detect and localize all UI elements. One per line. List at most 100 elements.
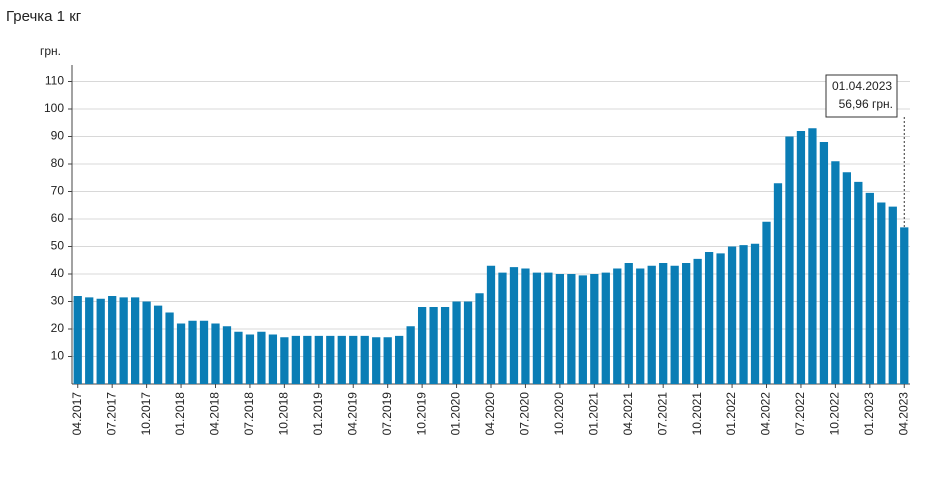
x-tick-label: 07.2019 xyxy=(380,392,394,436)
bar xyxy=(119,297,128,384)
bar xyxy=(188,320,197,384)
bar xyxy=(727,246,737,384)
bar xyxy=(234,331,243,384)
bar xyxy=(555,274,565,384)
bar xyxy=(165,312,174,384)
x-tick-label: 01.2021 xyxy=(586,392,600,436)
bar xyxy=(291,335,300,384)
y-tick-label: 100 xyxy=(44,101,64,115)
bar xyxy=(613,268,622,384)
bar xyxy=(280,337,289,384)
y-tick-label: 80 xyxy=(51,156,65,170)
x-tick-label: 04.2022 xyxy=(759,392,773,436)
x-tick-label: 10.2021 xyxy=(690,392,704,436)
x-tick-label: 07.2021 xyxy=(655,392,669,436)
x-tick-label: 01.2019 xyxy=(311,392,325,436)
y-tick-label: 110 xyxy=(45,74,64,88)
bar xyxy=(475,293,484,384)
x-tick-label: 10.2017 xyxy=(139,392,153,436)
bar xyxy=(682,263,691,384)
bar xyxy=(693,258,702,384)
bar xyxy=(452,301,461,384)
bar xyxy=(888,206,897,384)
bar xyxy=(532,272,542,384)
x-tick-label: 10.2018 xyxy=(277,392,291,436)
bar xyxy=(670,265,679,384)
x-tick-label: 10.2020 xyxy=(552,392,566,436)
bar xyxy=(96,298,105,384)
x-tick-label: 07.2017 xyxy=(104,392,118,436)
y-tick-label: 30 xyxy=(51,294,65,308)
bar xyxy=(521,268,530,384)
bar xyxy=(245,334,255,384)
bar xyxy=(176,323,186,384)
bar xyxy=(199,320,209,384)
bar xyxy=(360,335,369,384)
x-tick-label: 04.2018 xyxy=(208,392,222,436)
bar xyxy=(854,181,863,384)
bar xyxy=(636,268,645,384)
bar xyxy=(785,136,794,384)
bar xyxy=(808,128,817,384)
bar xyxy=(326,335,335,384)
bar xyxy=(877,202,886,384)
y-tick-label: 40 xyxy=(51,266,65,280)
bar xyxy=(601,272,610,384)
bar xyxy=(406,326,415,384)
bar xyxy=(463,301,473,384)
x-tick-label: 04.2019 xyxy=(345,392,359,436)
y-tick-label: 70 xyxy=(51,184,65,198)
bar xyxy=(337,335,346,384)
annotation-date: 01.04.2023 xyxy=(832,79,892,93)
bar xyxy=(590,274,599,384)
bar xyxy=(659,263,668,384)
bar xyxy=(544,272,553,384)
x-tick-label: 10.2019 xyxy=(414,392,428,436)
annotation-box xyxy=(825,74,898,118)
x-tick-label: 01.2023 xyxy=(862,392,876,436)
bar xyxy=(108,296,117,384)
bar xyxy=(578,275,587,384)
x-tick-label: 07.2022 xyxy=(793,392,807,436)
x-tick-label: 07.2020 xyxy=(518,392,532,436)
bar xyxy=(383,337,392,384)
x-tick-label: 01.2020 xyxy=(449,392,463,436)
bar xyxy=(509,267,519,384)
bar xyxy=(417,307,427,384)
y-tick-label: 90 xyxy=(51,129,65,143)
bar xyxy=(762,221,771,384)
y-tick-label: 10 xyxy=(51,349,65,363)
bar xyxy=(831,161,840,384)
bar xyxy=(624,263,633,384)
bar xyxy=(796,131,806,384)
x-tick-label: 07.2018 xyxy=(242,392,256,436)
annotation-value: 56,96 грн. xyxy=(839,97,893,111)
x-tick-label: 04.2020 xyxy=(483,392,497,436)
bar xyxy=(819,142,829,384)
bar xyxy=(211,323,220,384)
bar xyxy=(842,172,851,384)
bar xyxy=(222,326,232,384)
bar xyxy=(257,331,266,384)
bar xyxy=(773,183,783,384)
bar xyxy=(131,297,140,384)
bar xyxy=(750,243,760,384)
x-tick-label: 01.2018 xyxy=(173,392,187,436)
y-tick-label: 20 xyxy=(51,321,65,335)
x-tick-label: 04.2017 xyxy=(70,392,84,436)
bar xyxy=(73,296,82,384)
x-tick-label: 01.2022 xyxy=(724,392,738,436)
chart-title: Гречка 1 кг xyxy=(6,8,82,25)
bar xyxy=(314,335,323,384)
bar xyxy=(704,252,714,384)
bar xyxy=(739,245,748,384)
bar xyxy=(486,265,496,384)
x-tick-label: 04.2023 xyxy=(896,392,910,436)
y-tick-label: 60 xyxy=(51,211,65,225)
bar xyxy=(440,307,450,384)
y-tick-label: 50 xyxy=(51,239,65,253)
bar xyxy=(900,227,909,384)
bar xyxy=(429,307,438,384)
bar xyxy=(303,335,312,384)
